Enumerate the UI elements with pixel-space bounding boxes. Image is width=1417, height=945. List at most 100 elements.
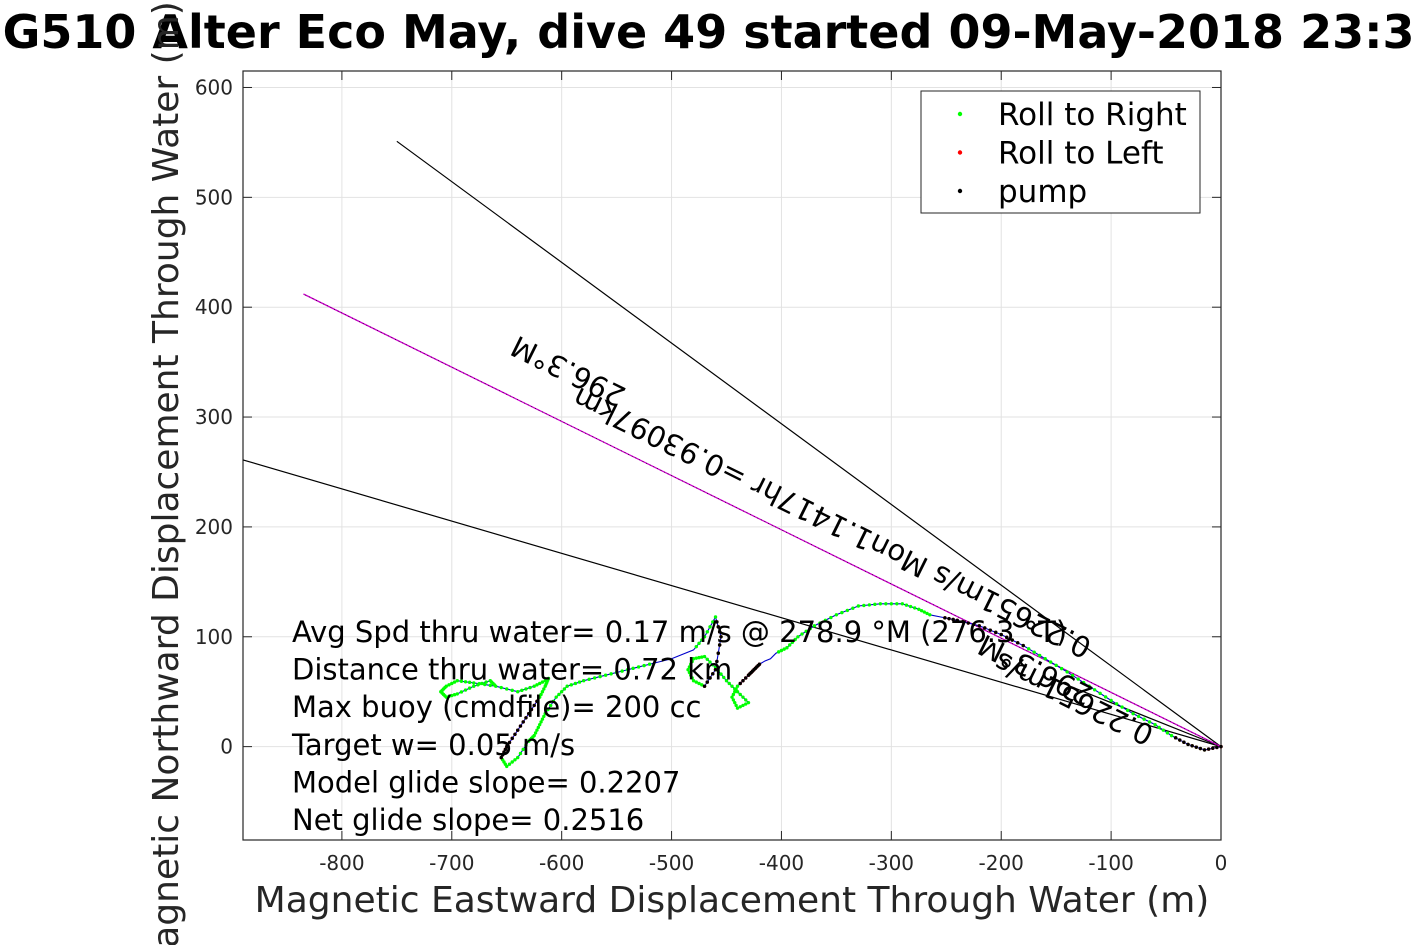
pump-point xyxy=(510,736,514,741)
roll-right-point xyxy=(884,602,888,606)
annotations: 296.3°M0.22651m/s Mon1.1417hr =0.93097km… xyxy=(506,329,1159,752)
legend-marker xyxy=(957,111,963,117)
pump-point xyxy=(708,676,712,680)
roll-right-point xyxy=(1120,705,1124,709)
roll-right-point xyxy=(912,606,917,610)
envelope-line xyxy=(396,140,1222,748)
roll-right-point xyxy=(484,680,488,684)
roll-right-point xyxy=(867,603,872,607)
roll-right-point xyxy=(452,680,457,684)
roll-right-point xyxy=(507,762,512,766)
roll-right-point xyxy=(636,665,641,669)
roll-right-point xyxy=(727,681,731,686)
roll-right-point xyxy=(1161,728,1166,732)
legend-marker xyxy=(957,188,963,194)
roll-right-point xyxy=(917,607,921,611)
roll-right-point xyxy=(700,655,704,659)
pump-point xyxy=(502,750,506,754)
pump-point xyxy=(999,632,1003,637)
roll-right-point xyxy=(554,695,558,699)
roll-right-point xyxy=(928,613,932,617)
pump-point xyxy=(988,628,992,632)
y-tick-label: 400 xyxy=(195,295,233,319)
roll-right-point xyxy=(480,681,484,686)
roll-right-point xyxy=(700,683,704,687)
pump-point xyxy=(516,728,520,732)
roll-right-point xyxy=(708,625,712,629)
pump-point xyxy=(1215,745,1219,750)
roll-right-point xyxy=(546,707,550,712)
roll-right-point xyxy=(808,626,812,631)
roll-right-point xyxy=(587,677,591,682)
roll-right-point xyxy=(536,725,541,730)
roll-right-point xyxy=(738,705,742,709)
pump-point xyxy=(532,703,536,708)
roll-right-point xyxy=(845,608,850,613)
roll-right-point xyxy=(711,663,715,667)
y-axis-ticks: 0 100 200 300 400 500 600 xyxy=(195,75,1221,759)
pump-point xyxy=(716,651,720,655)
roll-right-point xyxy=(741,695,745,699)
roll-right-point xyxy=(516,755,520,760)
roll-right-point xyxy=(686,668,690,672)
track-layer xyxy=(439,602,1223,769)
pump-point xyxy=(1021,643,1025,648)
y-tick-label: 300 xyxy=(195,405,233,429)
roll-right-point xyxy=(518,751,523,756)
roll-right-point xyxy=(873,602,877,607)
roll-right-point xyxy=(691,679,696,683)
roll-right-point xyxy=(577,680,582,684)
pump-point xyxy=(716,625,720,629)
roll-right-point xyxy=(535,683,539,687)
roll-right-point xyxy=(581,679,586,683)
roll-right-point xyxy=(744,698,748,702)
roll-right-point xyxy=(472,681,476,685)
roll-right-point xyxy=(922,610,927,614)
stats-line: Net glide slope= 0.2516 xyxy=(292,803,644,837)
roll-right-point xyxy=(697,641,701,646)
roll-right-point xyxy=(687,665,692,669)
roll-right-point xyxy=(540,689,545,694)
pump-point xyxy=(983,626,987,630)
roll-right-point xyxy=(724,679,729,683)
pump-point xyxy=(746,673,751,677)
roll-right-point xyxy=(592,676,597,680)
roll-right-point xyxy=(527,739,531,743)
roll-right-point xyxy=(690,659,694,664)
roll-right-point xyxy=(829,615,833,620)
pump-point xyxy=(1178,738,1182,742)
roll-right-point xyxy=(516,689,520,694)
pump-point xyxy=(1173,736,1178,740)
roll-right-point xyxy=(569,683,573,687)
pump-point xyxy=(951,617,955,622)
pump-point xyxy=(1186,742,1190,747)
roll-right-point xyxy=(735,706,740,710)
roll-right-point xyxy=(744,702,748,706)
pump-point xyxy=(529,707,534,712)
roll-right-point xyxy=(1098,691,1102,696)
roll-right-point xyxy=(741,703,745,708)
roll-right-point xyxy=(689,673,693,677)
roll-right-point xyxy=(787,643,792,647)
roll-right-point xyxy=(823,618,828,622)
pump-point xyxy=(1206,747,1211,751)
y-tick-label: 100 xyxy=(195,625,233,649)
heading-line-dots xyxy=(303,293,1222,747)
pump-point xyxy=(521,720,525,724)
stats-block: Avg Spd thru water= 0.17 m/s @ 278.9 °M … xyxy=(291,615,1067,837)
roll-right-point xyxy=(1157,725,1161,730)
roll-right-point xyxy=(1109,698,1113,703)
roll-right-point xyxy=(796,635,800,639)
roll-right-point xyxy=(730,695,734,699)
roll-right-point xyxy=(598,674,602,679)
roll-right-point xyxy=(463,680,468,684)
pump-point xyxy=(994,630,998,635)
roll-right-point xyxy=(528,685,532,690)
roll-right-point xyxy=(782,647,786,651)
roll-right-point xyxy=(524,687,528,691)
x-axis-ticks: -800 -700 -600 -500 -400 -300 -200 -100 0 xyxy=(319,71,1227,875)
roll-right-point xyxy=(551,699,556,704)
envelope-line xyxy=(242,459,1222,748)
envelope-line xyxy=(1055,680,1222,748)
roll-right-point xyxy=(919,608,924,613)
